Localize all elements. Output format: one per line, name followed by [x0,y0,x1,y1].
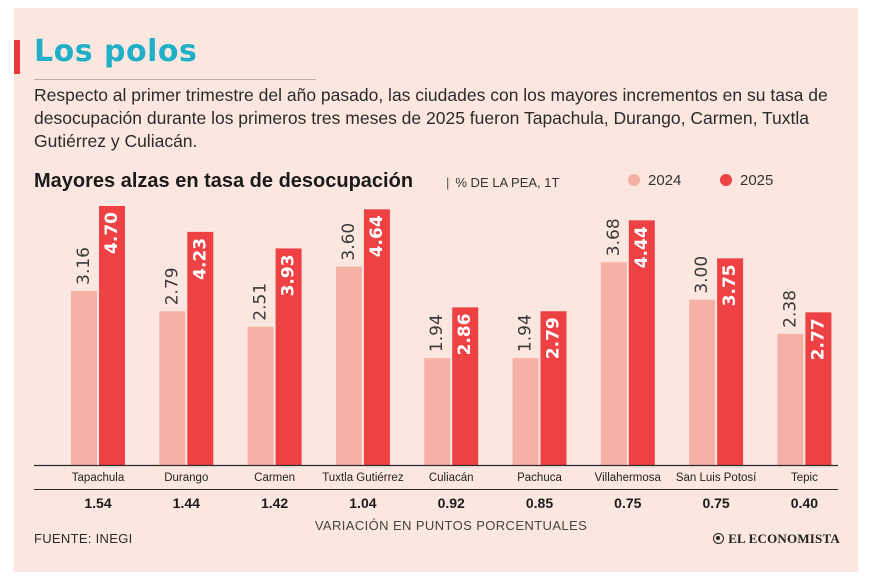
bar-2024 [335,266,362,465]
bar-2024 [247,326,274,465]
bar-2025 [452,307,479,465]
title-accent-bar [14,40,20,74]
category-label: Durango [164,472,208,484]
category-label: Villahermosa [595,472,662,484]
bar-2025 [363,209,390,465]
variation-axis-label: VARIACIÓN EN PUNTOS PORCENTUALES [314,518,588,533]
category-label: Culiacán [429,472,474,484]
bar-2025 [540,311,567,465]
data-label-2025: 3.75 [720,264,740,306]
unit-separator: | [446,175,450,190]
bar-2025 [805,312,832,465]
data-label-2024: 2.51 [251,283,271,321]
category-label: Carmen [254,472,295,484]
data-label-2024: 3.00 [692,256,712,294]
variation-value: 1.54 [84,495,111,508]
data-label-2024: 3.68 [604,218,624,256]
data-label-2024: 3.60 [339,223,359,261]
bar-2024 [512,358,539,465]
bar-2024 [71,290,97,465]
variation-value: 0.85 [526,495,553,508]
title-underline [34,79,316,80]
data-label-2025: 2.86 [455,313,475,355]
data-label-2024: 1.94 [516,314,536,352]
category-label: Tapachula [72,472,125,484]
data-label-2024: 1.94 [427,314,447,352]
intro-paragraph: Respecto al primer trimestre del año pas… [34,85,828,151]
category-label: Pachuca [517,472,562,484]
variation-value: 0.92 [438,495,465,508]
chart-unit-text: % DE LA PEA, 1T [455,175,560,190]
data-label-2024: 3.16 [74,247,94,285]
category-label: Tepic [791,472,818,484]
bar-2024 [424,358,451,465]
variation-value: 1.04 [349,495,376,508]
data-label-2024: 2.38 [780,290,800,328]
category-label: Tuxtla Gutiérrez [322,472,404,484]
data-label-2025: 4.64 [367,215,387,257]
data-label-2025: 4.23 [190,238,210,280]
bar-2025 [99,206,125,465]
data-label-2025: 2.79 [544,317,564,359]
variation-value: 1.42 [261,495,288,508]
legend-dot-2024 [628,174,640,186]
brand-name: EL ECONOMISTA [728,531,840,546]
chart-title: Mayores alzas en tasa de desocupación [34,170,414,192]
bar-2024 [689,299,716,465]
infographic-card: Los polos Respecto al primer trimestre d… [14,8,858,572]
bar-2025 [628,220,655,465]
category-label: San Luis Potosí [676,472,757,484]
legend-label-2024: 2024 [648,172,682,189]
variation-value: 0.40 [791,495,818,508]
legend-item-2024: 2024 [628,172,681,189]
bar-2025 [187,231,214,465]
chart-header: Mayores alzas en tasa de desocupación |%… [34,170,844,198]
page-title: Los polos [34,34,198,69]
brand-logo-icon [713,533,725,544]
bar-2024 [159,311,186,465]
data-label-2025: 4.44 [632,226,652,268]
source-note: FUENTE: INEGI [34,531,133,546]
variation-value: 0.75 [702,495,729,508]
chart-unit: | % DE LA PEA, 1T [446,175,559,190]
legend-item-2025: 2025 [720,172,773,189]
variation-value: 1.44 [173,495,200,508]
data-label-2024: 2.79 [162,267,182,305]
data-label-2025: 4.70 [102,212,122,254]
bar-2024 [600,262,627,465]
legend-dot-2025 [720,174,732,186]
legend-label-2025: 2025 [740,172,774,189]
brand-logo: EL ECONOMISTA [713,531,840,547]
bar-chart: 3.16 4.70 Tapachula 1.54 2.79 4.23 Durango 1.44… [34,206,838,508]
bar-2024 [777,333,804,465]
variation-value: 0.75 [614,495,641,508]
data-label-2025: 3.93 [279,254,299,296]
bar-2025 [717,258,744,465]
bar-2025 [275,248,302,465]
data-label-2025: 2.77 [808,318,828,360]
